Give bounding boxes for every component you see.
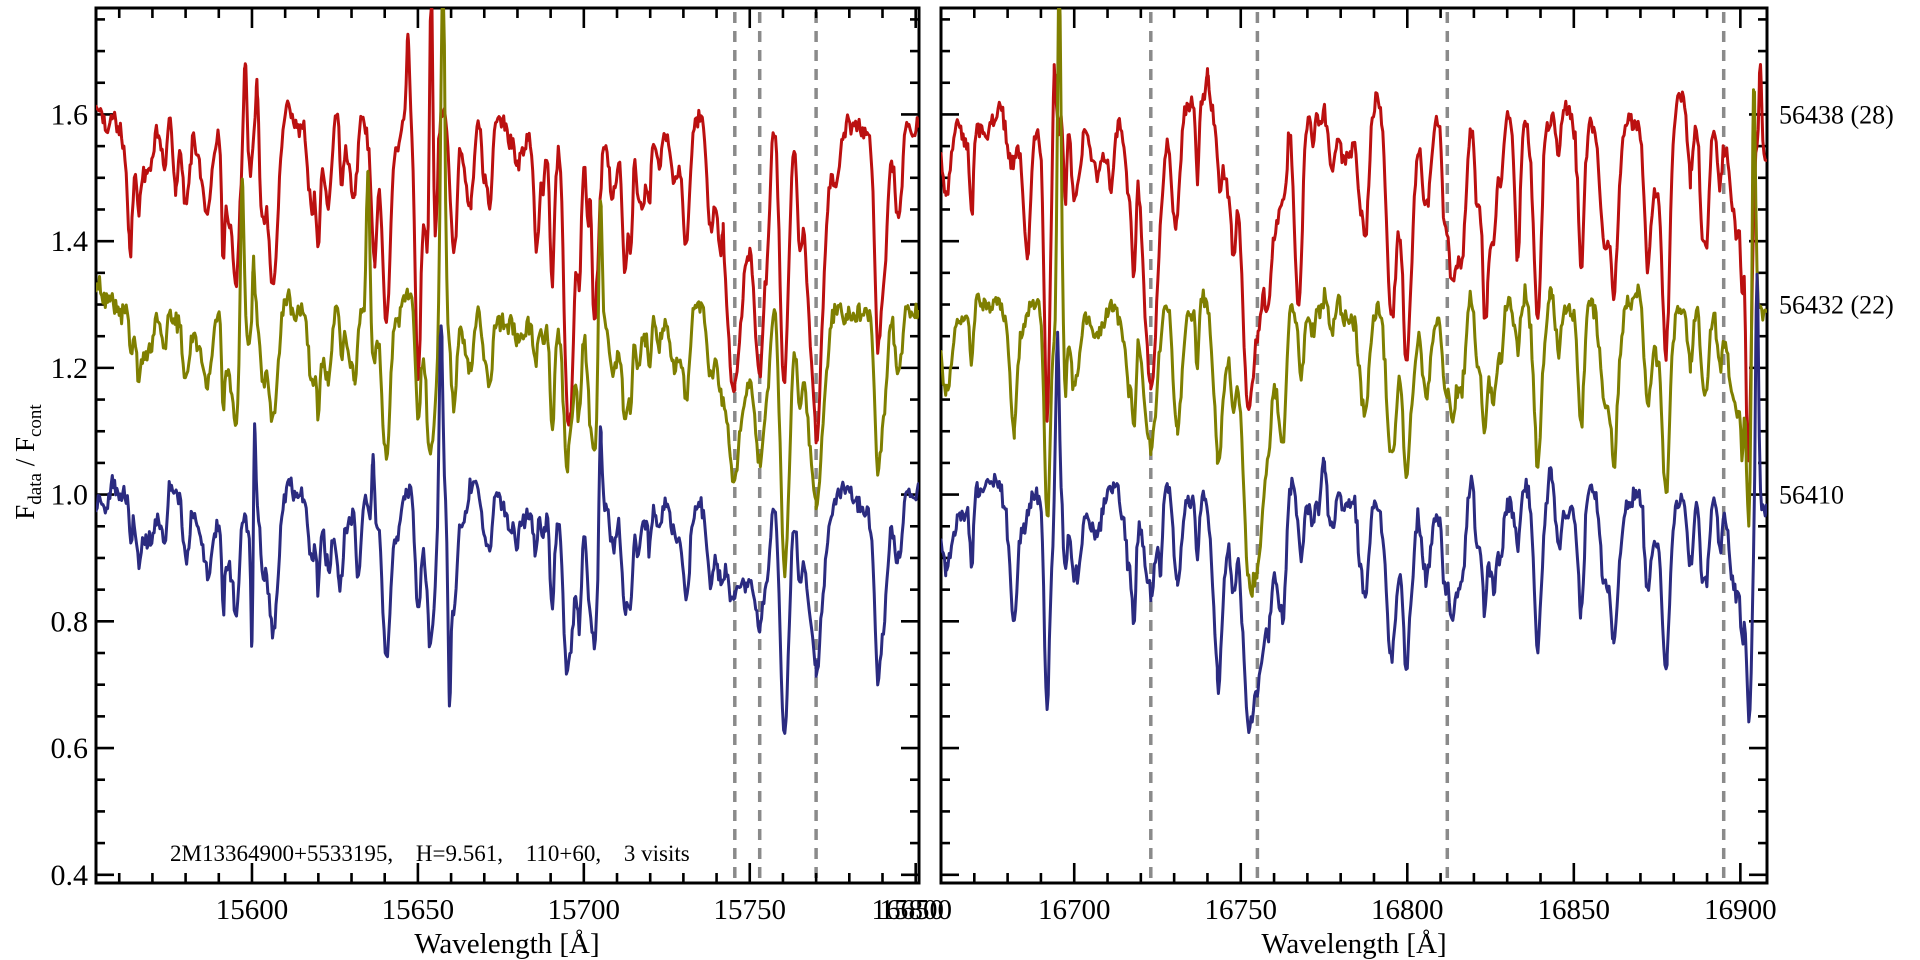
- x-tick-label: 16900: [1704, 894, 1777, 926]
- x-tick-label: 15700: [548, 894, 621, 926]
- y-tick-label: 0.8: [51, 605, 89, 638]
- x-tick-label: 15600: [216, 894, 289, 926]
- x-tick-label: 16700: [1038, 894, 1111, 926]
- y-tick-label: 1.6: [51, 98, 89, 131]
- plot-generated-axes: 15600 15650 15700 15750 15800 0.4 0.6 0.8 1.0 1.2…: [51, 6, 1777, 926]
- spectrum-56410-right: [941, 272, 1767, 734]
- spectrum-56410-left: [96, 324, 919, 735]
- x-tick-label: 16800: [1371, 894, 1444, 926]
- x-axis-title-right: Wavelength [Å]: [1261, 928, 1446, 960]
- star-annotation: 2M13364900+5533195, H=9.561, 110+60, 3 v…: [170, 841, 690, 866]
- plot-generated-underlay: [733, 12, 1726, 881]
- y-tick-label: 0.4: [51, 859, 89, 892]
- x-axis-title-left: Wavelength [Å]: [414, 928, 599, 960]
- plot-generated-spectra: [96, 8, 1767, 735]
- x-tick-label: 15800: [879, 894, 952, 926]
- panel-frame-left: [94, 6, 921, 885]
- y-tick-label: 0.6: [51, 732, 89, 765]
- x-tick-label: 16750: [1205, 894, 1278, 926]
- spectrum-56438-right: [941, 63, 1767, 463]
- x-tick-label: 16850: [1538, 894, 1611, 926]
- svg-text:Fdata / Fcont: Fdata / Fcont: [10, 404, 46, 520]
- spectrum-56432-left: [96, 8, 919, 579]
- y-tick-label: 1.0: [51, 479, 89, 512]
- series-label-56410: 56410: [1779, 481, 1844, 510]
- y-tick-label: 1.2: [51, 352, 89, 385]
- x-tick-label: 15750: [714, 894, 787, 926]
- y-tick-label: 1.4: [51, 225, 89, 258]
- series-label-56432: 56432 (22): [1779, 291, 1894, 320]
- panel-frame-right: [939, 6, 1769, 885]
- x-tick-label: 15650: [382, 894, 455, 926]
- spectrum-56438-left: [96, 8, 919, 445]
- x-tick-label: 16650: [871, 894, 944, 926]
- spectrum-56432-right: [941, 8, 1767, 598]
- series-label-56438: 56438 (28): [1779, 100, 1894, 129]
- y-axis-title: Fdata / Fcont: [10, 404, 46, 520]
